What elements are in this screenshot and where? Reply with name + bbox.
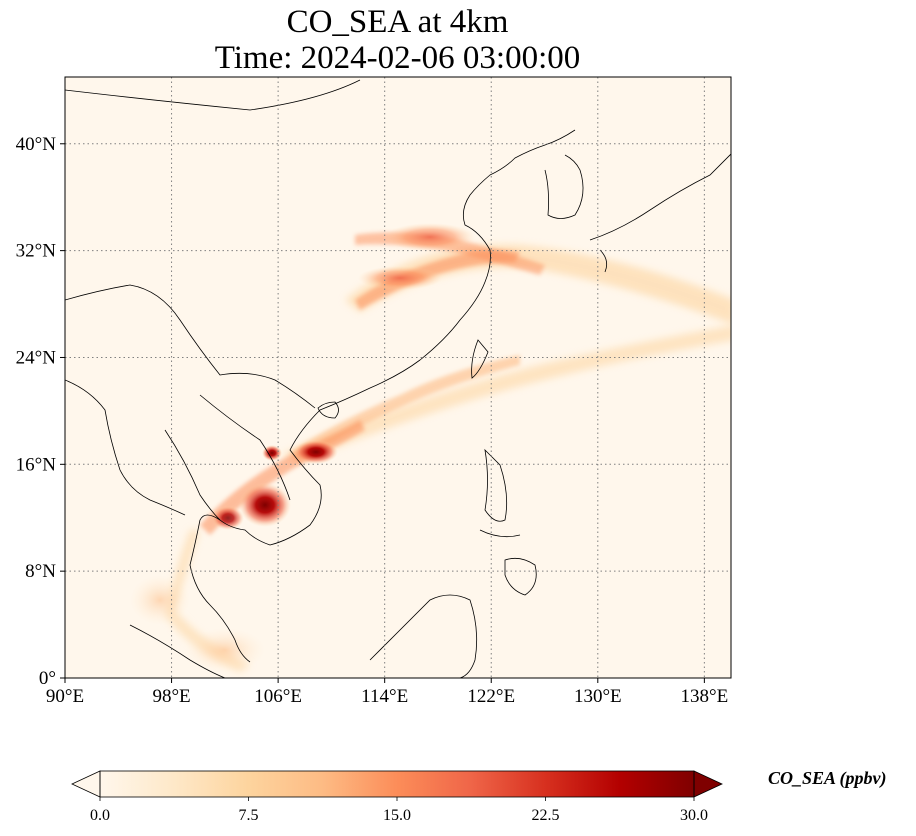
hotspot-vietnam-coast xyxy=(294,440,338,464)
japan-kyushu xyxy=(599,249,608,273)
colorbar-label: CO_SEA (ppbv) xyxy=(768,768,887,788)
hotspot-east-china xyxy=(385,223,475,251)
colorbar-gradient xyxy=(100,771,694,797)
lon-tick-label: 114°E xyxy=(361,686,408,707)
myanmar-coast xyxy=(65,379,186,516)
south-china-band xyxy=(290,355,520,462)
pacific-outflow-band xyxy=(280,325,731,462)
colorbar-ticks: 0.0 7.5 15.0 22.5 30.0 xyxy=(90,797,708,824)
map-title-line2: Time: 2024-02-06 03:00:00 xyxy=(214,40,581,76)
lat-tick-label: 0° xyxy=(39,668,56,689)
lon-tick-label: 122°E xyxy=(467,686,515,707)
colorbar-tick-label: 0.0 xyxy=(90,807,110,824)
laos-vietnam-border xyxy=(199,394,291,501)
korea-coastline xyxy=(544,154,584,219)
colorbar-tick-label: 30.0 xyxy=(680,807,708,824)
indochina-coastline xyxy=(199,409,322,546)
colorbar-min-extension xyxy=(71,770,101,798)
lat-tick-label: 24°N xyxy=(16,347,57,368)
sumatra xyxy=(129,624,226,678)
hotspot-indochina-core xyxy=(239,483,291,527)
coastlines xyxy=(65,79,731,678)
hotspot-central-china xyxy=(358,266,442,290)
colorbar-tick-label: 7.5 xyxy=(239,807,259,824)
lon-tick-label: 130°E xyxy=(574,686,622,707)
gridlines xyxy=(65,77,731,678)
colorbar-tick-label: 15.0 xyxy=(383,807,411,824)
hotspot-indochina-secondary xyxy=(212,506,244,530)
colorbar-tick-label: 22.5 xyxy=(532,807,560,824)
lon-ticks: 90°E 98°E 106°E 114°E 122°E 130°E 138°E xyxy=(46,678,728,707)
lon-tick-label: 90°E xyxy=(46,686,84,707)
china-borders xyxy=(65,284,316,409)
malay-peninsula xyxy=(189,519,251,663)
lat-ticks: 0° 8°N 16°N 24°N 32°N 40°N xyxy=(16,134,65,689)
lat-tick-label: 16°N xyxy=(16,454,57,475)
mindanao xyxy=(504,557,537,596)
lon-tick-label: 98°E xyxy=(152,686,190,707)
malay-peninsula-band xyxy=(165,530,250,672)
map-frame xyxy=(64,76,732,679)
lat-tick-label: 8°N xyxy=(25,561,56,582)
luzon xyxy=(484,448,508,522)
hotspot-south-peninsula xyxy=(130,575,190,625)
colorbar: 0.0 7.5 15.0 22.5 30.0 xyxy=(71,770,723,824)
hainan xyxy=(317,401,339,419)
lat-tick-label: 40°N xyxy=(16,134,57,155)
lon-tick-label: 138°E xyxy=(681,686,729,707)
concentration-field xyxy=(65,79,731,678)
hotspot-laos xyxy=(262,445,282,461)
hotspot-sumatra xyxy=(185,628,265,672)
thailand-border xyxy=(164,429,221,521)
lon-tick-label: 106°E xyxy=(254,686,302,707)
colorbar-max-extension xyxy=(693,770,723,798)
mongolia-border xyxy=(65,79,361,111)
philippine-islands xyxy=(479,529,521,538)
borneo xyxy=(369,594,478,678)
japan-coastline xyxy=(589,153,731,241)
china-coastline xyxy=(319,129,576,411)
map-title-line1: CO_SEA at 4km xyxy=(286,4,509,40)
taiwan xyxy=(471,339,489,379)
lat-tick-label: 32°N xyxy=(16,241,57,262)
